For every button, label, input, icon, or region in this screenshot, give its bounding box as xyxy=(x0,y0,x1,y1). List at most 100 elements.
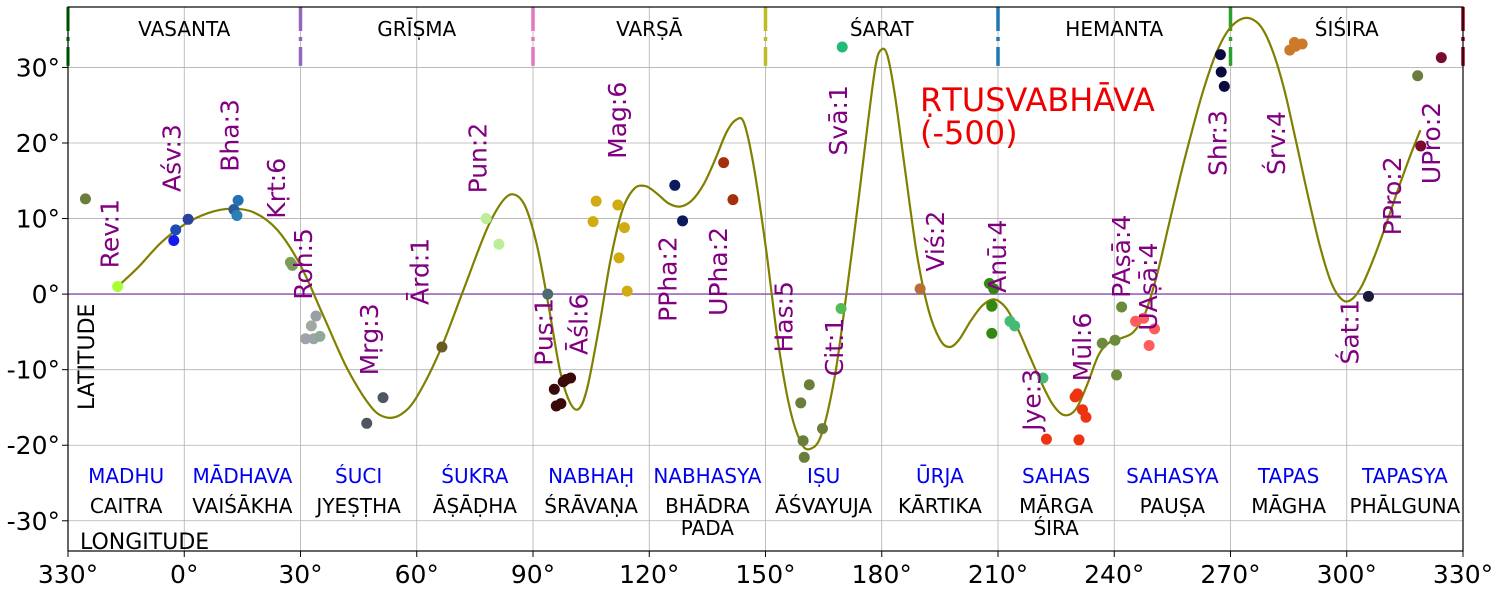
star-point xyxy=(1215,66,1227,78)
star-point xyxy=(310,310,322,322)
x-tick-labels: 330° 0° 30° 60° 90° 120° 150° 180° 210° 240° 270° 3… xyxy=(38,551,1493,589)
civil-month-label: ĀŚVAYUJA xyxy=(775,494,872,518)
star-point xyxy=(587,216,599,228)
star-point xyxy=(1096,337,1108,349)
y-tick-label: -20° xyxy=(7,431,60,460)
civil-month-label: PHĀLGUNA xyxy=(1350,494,1461,518)
star-point xyxy=(590,195,602,207)
sun-latitude-curve xyxy=(116,16,1422,451)
star-point xyxy=(1071,388,1083,400)
nakshatra-label: PAṣā:4 xyxy=(1107,215,1136,298)
star-point xyxy=(835,302,847,314)
nakshatra-label: UAṣā:4 xyxy=(1134,243,1163,331)
season-label: HEMANTA xyxy=(1065,17,1163,41)
star-point xyxy=(436,341,448,353)
star-point xyxy=(1116,301,1128,313)
nakshatra-label: Śat:1 xyxy=(1334,299,1364,364)
vedic-month-label: TAPAS xyxy=(1257,464,1320,488)
star-point xyxy=(797,435,809,447)
star-point xyxy=(727,194,739,206)
nakshatra-label: Śrv:4 xyxy=(1261,111,1291,175)
star-point xyxy=(1138,312,1150,324)
star-point xyxy=(618,222,630,234)
star-point xyxy=(542,288,554,300)
star-point xyxy=(170,224,182,236)
star-point xyxy=(1362,290,1374,302)
vedic-month-label: NABHASYA xyxy=(653,464,761,488)
x-tick-label: 120° xyxy=(619,560,679,589)
civil-month-label-line-2: PADA xyxy=(681,516,735,540)
star-point xyxy=(669,179,681,191)
plot-frame xyxy=(67,6,1464,552)
civil-month-label: MĀGHA xyxy=(1251,494,1326,518)
x-tick-label: 90° xyxy=(511,560,555,589)
vedic-month-label: MĀDHAVA xyxy=(192,464,292,488)
civil-month-label: KĀRTIKA xyxy=(898,494,982,518)
x-tick-label: 330° xyxy=(38,560,98,589)
star-point xyxy=(1218,80,1230,92)
civil-month-label: MĀRGA xyxy=(1019,494,1093,518)
nakshatra-label: Pus:1 xyxy=(529,298,558,366)
star-point xyxy=(1080,411,1092,423)
star-point xyxy=(1111,369,1123,381)
star-point xyxy=(718,157,730,169)
star-point xyxy=(548,383,560,395)
civil-month-label: BHĀDRA xyxy=(665,494,750,518)
vedic-month-label: IṢU xyxy=(807,464,840,488)
y-tick-label: 30° xyxy=(16,53,60,82)
star-point xyxy=(677,215,689,227)
y-tick-label: -30° xyxy=(7,507,60,536)
nakshatra-label: Anū:4 xyxy=(983,220,1012,293)
star-point xyxy=(480,213,492,225)
star-point xyxy=(565,372,577,384)
vedic-month-label: ŪRJA xyxy=(916,464,964,488)
x-tick-label: 240° xyxy=(1084,560,1144,589)
vedic-month-label: NABHAḤ xyxy=(548,464,634,488)
star-point xyxy=(1143,339,1155,351)
nakshatra-label: Viś:2 xyxy=(921,211,950,272)
civil-month-label: ŚRĀVAṆA xyxy=(544,494,638,518)
y-tick-label: 0° xyxy=(32,280,60,309)
nakshatra-label: Cit:1 xyxy=(820,318,849,377)
season-label: VARṢĀ xyxy=(616,17,683,41)
nakshatra-label: Mṛg:3 xyxy=(355,303,384,375)
star-point xyxy=(795,397,807,409)
star-point xyxy=(1037,372,1049,384)
nakshatra-label: Svā:1 xyxy=(824,85,853,155)
nakshatra-label: UPro:2 xyxy=(1417,102,1446,184)
vedic-month-label: SAHAS xyxy=(1022,464,1090,488)
star-point xyxy=(798,451,810,463)
star-point xyxy=(1415,140,1427,152)
nakshatra-star-points xyxy=(79,37,1447,463)
nakshatra-label: Ārd:1 xyxy=(405,238,434,305)
nakshatra-label: Mag:6 xyxy=(603,82,632,159)
nakshatra-label: Roh:5 xyxy=(289,228,318,300)
vedic-month-label: TAPASYA xyxy=(1361,464,1448,488)
star-point xyxy=(1435,52,1447,64)
x-tick-label: 330° xyxy=(1433,560,1493,589)
y-axis-label: LATITUDE xyxy=(75,304,100,410)
nakshatra-label: PPha:2 xyxy=(653,236,682,322)
star-point xyxy=(1214,49,1226,61)
y-tick-label: -10° xyxy=(7,356,60,385)
star-point xyxy=(612,199,624,211)
star-point xyxy=(988,283,1000,295)
nakshatra-label: Bha:3 xyxy=(216,99,245,172)
latitude-curve-path xyxy=(116,16,1422,451)
civil-month-label: PAUṢA xyxy=(1140,494,1206,518)
vedic-month-label: ŚUCI xyxy=(335,464,382,488)
star-point xyxy=(914,283,926,295)
star-point xyxy=(231,210,243,222)
star-point xyxy=(361,417,373,429)
star-point xyxy=(555,398,567,410)
y-tick-label: 20° xyxy=(16,129,60,158)
star-point xyxy=(1073,434,1085,446)
star-point xyxy=(79,193,91,205)
star-point xyxy=(1412,70,1424,82)
vedic-month-label: ŚUKRA xyxy=(441,464,509,488)
nakshatra-label: Rev:1 xyxy=(95,199,124,268)
star-point xyxy=(803,379,815,391)
star-point xyxy=(300,333,312,345)
season-label: ŚARAT xyxy=(850,17,915,41)
x-tick-label: 180° xyxy=(852,560,912,589)
